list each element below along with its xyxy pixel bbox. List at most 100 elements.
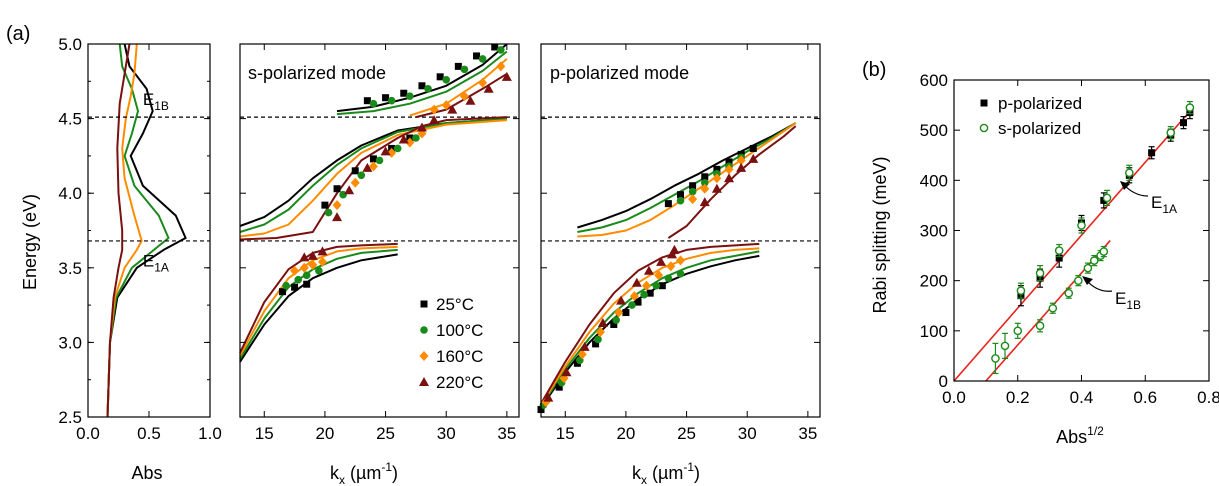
x-label-sub: x	[641, 473, 647, 486]
data-point	[724, 164, 734, 175]
arrowhead-e1b	[1082, 276, 1093, 285]
y-tick-label: 5.0	[58, 35, 82, 54]
x-axis-label: Abs	[131, 463, 162, 483]
panel-label-b: (b)	[862, 59, 886, 81]
x-label-main: Abs	[1056, 427, 1087, 447]
legend-label: p-polarized	[998, 94, 1082, 113]
data-point	[441, 100, 451, 111]
data-point	[688, 194, 698, 205]
legend-marker	[419, 377, 429, 386]
data-point	[700, 183, 710, 194]
x-tick-label: 0.4	[1070, 388, 1094, 407]
x-label-unit: (µm	[647, 463, 683, 483]
annotation-e1b-main: E	[143, 90, 154, 109]
data-point	[676, 196, 685, 205]
data-point	[290, 265, 300, 276]
data-point	[1013, 326, 1023, 336]
x-label-sup: 1/2	[1087, 424, 1104, 438]
data-point	[351, 167, 359, 175]
x-axis-label: kx (µm-1)	[330, 460, 398, 486]
data-point	[595, 326, 605, 337]
data-point	[357, 171, 366, 180]
legend-label: s-polarized	[998, 119, 1081, 138]
data-point	[676, 255, 685, 266]
data-point	[1185, 103, 1195, 112]
data-point	[640, 290, 648, 299]
data-point	[393, 144, 402, 153]
data-point	[416, 122, 427, 132]
data-point	[669, 244, 680, 254]
data-point	[656, 256, 667, 266]
branch-lower	[239, 253, 398, 363]
annotation-e1a-text: E1A	[1151, 193, 1177, 216]
data-point	[332, 200, 342, 211]
data-point	[483, 83, 494, 93]
data-point	[478, 55, 487, 63]
reference-lines	[88, 116, 210, 242]
x-tick-label: 25	[376, 424, 395, 443]
annotation-e1a-sub: 1A	[154, 260, 169, 274]
data-point	[1055, 254, 1063, 262]
data-point	[658, 282, 666, 290]
data-point	[465, 95, 476, 105]
legend-marker	[420, 300, 428, 308]
legend-marker-shape	[419, 351, 429, 361]
data-point	[610, 320, 618, 328]
legend-label: 100°C	[436, 321, 483, 340]
data-point	[1054, 246, 1064, 255]
data-point	[406, 92, 414, 101]
data-point	[363, 97, 371, 105]
y-tick-label: 600	[920, 71, 948, 90]
data-point	[418, 82, 426, 90]
data-point	[1089, 256, 1099, 265]
data-point	[699, 197, 710, 207]
legend-item: s-polarized	[979, 119, 1081, 138]
data-point	[629, 291, 639, 302]
data-point	[616, 295, 627, 305]
data-point	[1035, 268, 1045, 278]
data-point	[317, 246, 328, 256]
data-point	[1083, 263, 1093, 273]
data-point	[299, 252, 310, 262]
data-point	[459, 91, 469, 102]
x-tick-label: 15	[556, 424, 575, 443]
data-point	[594, 335, 602, 344]
data-point	[711, 183, 722, 193]
panel-title: s-polarized mode	[248, 63, 386, 83]
data-point	[299, 262, 309, 273]
annotation-e1b: E1B	[1082, 276, 1141, 312]
x-tick-label: 0.0	[76, 424, 100, 443]
fit-line	[985, 240, 1111, 382]
y-tick-label: 400	[920, 171, 948, 190]
data-point	[1102, 193, 1112, 203]
data-point	[1000, 341, 1010, 351]
legend-marker	[420, 326, 428, 334]
data-point	[424, 84, 432, 93]
data-point	[291, 283, 299, 291]
data-point	[676, 269, 685, 278]
data-point	[1016, 286, 1026, 296]
data-point	[666, 261, 676, 272]
data-point	[689, 182, 697, 190]
data-point	[1064, 288, 1074, 298]
data-point	[496, 61, 506, 72]
y-axis-label: Rabi splitting (meV)	[870, 156, 890, 313]
data-point	[736, 162, 747, 172]
y-tick-label: 4.5	[58, 110, 82, 129]
data-point	[447, 104, 458, 114]
data-point	[400, 89, 408, 97]
data-point	[573, 359, 581, 367]
x-label-sub: x	[339, 473, 345, 486]
data-point	[375, 156, 384, 165]
data-point	[333, 185, 341, 193]
data-point	[473, 52, 481, 60]
plot-frame	[953, 79, 1210, 382]
x-label-end: )	[392, 463, 398, 483]
branch-middle	[239, 117, 507, 227]
legend-item: 100°C	[420, 321, 483, 340]
series-layer	[239, 43, 512, 363]
abs-curve-160°C	[106, 44, 143, 417]
x-label-end: )	[694, 463, 700, 483]
data-point	[282, 281, 290, 290]
